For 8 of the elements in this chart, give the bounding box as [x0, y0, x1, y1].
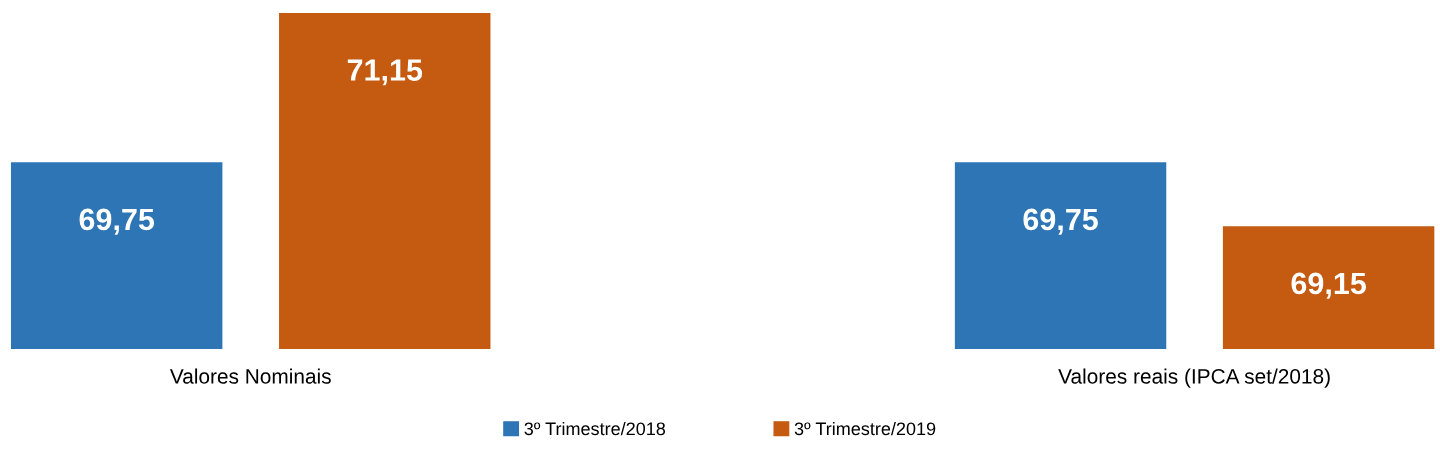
x-tick-label: Valores reais (IPCA set/2018) — [1058, 368, 1330, 388]
data-label: 69,75 — [79, 208, 155, 235]
data-label: 69,15 — [1291, 272, 1367, 299]
x-tick-label: Valores Nominais — [169, 368, 331, 384]
legend-label: 3º Trimestre/2019 — [794, 421, 936, 436]
legend-label: 3º Trimestre/2018 — [524, 421, 666, 436]
data-label: 69,75 — [1023, 208, 1098, 235]
data-label: 71,15 — [347, 59, 423, 86]
